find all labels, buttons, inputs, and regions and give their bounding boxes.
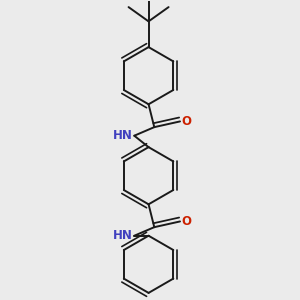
Text: HN: HN — [113, 229, 133, 242]
Text: O: O — [182, 215, 191, 228]
Text: HN: HN — [113, 129, 133, 142]
Text: O: O — [182, 115, 191, 128]
